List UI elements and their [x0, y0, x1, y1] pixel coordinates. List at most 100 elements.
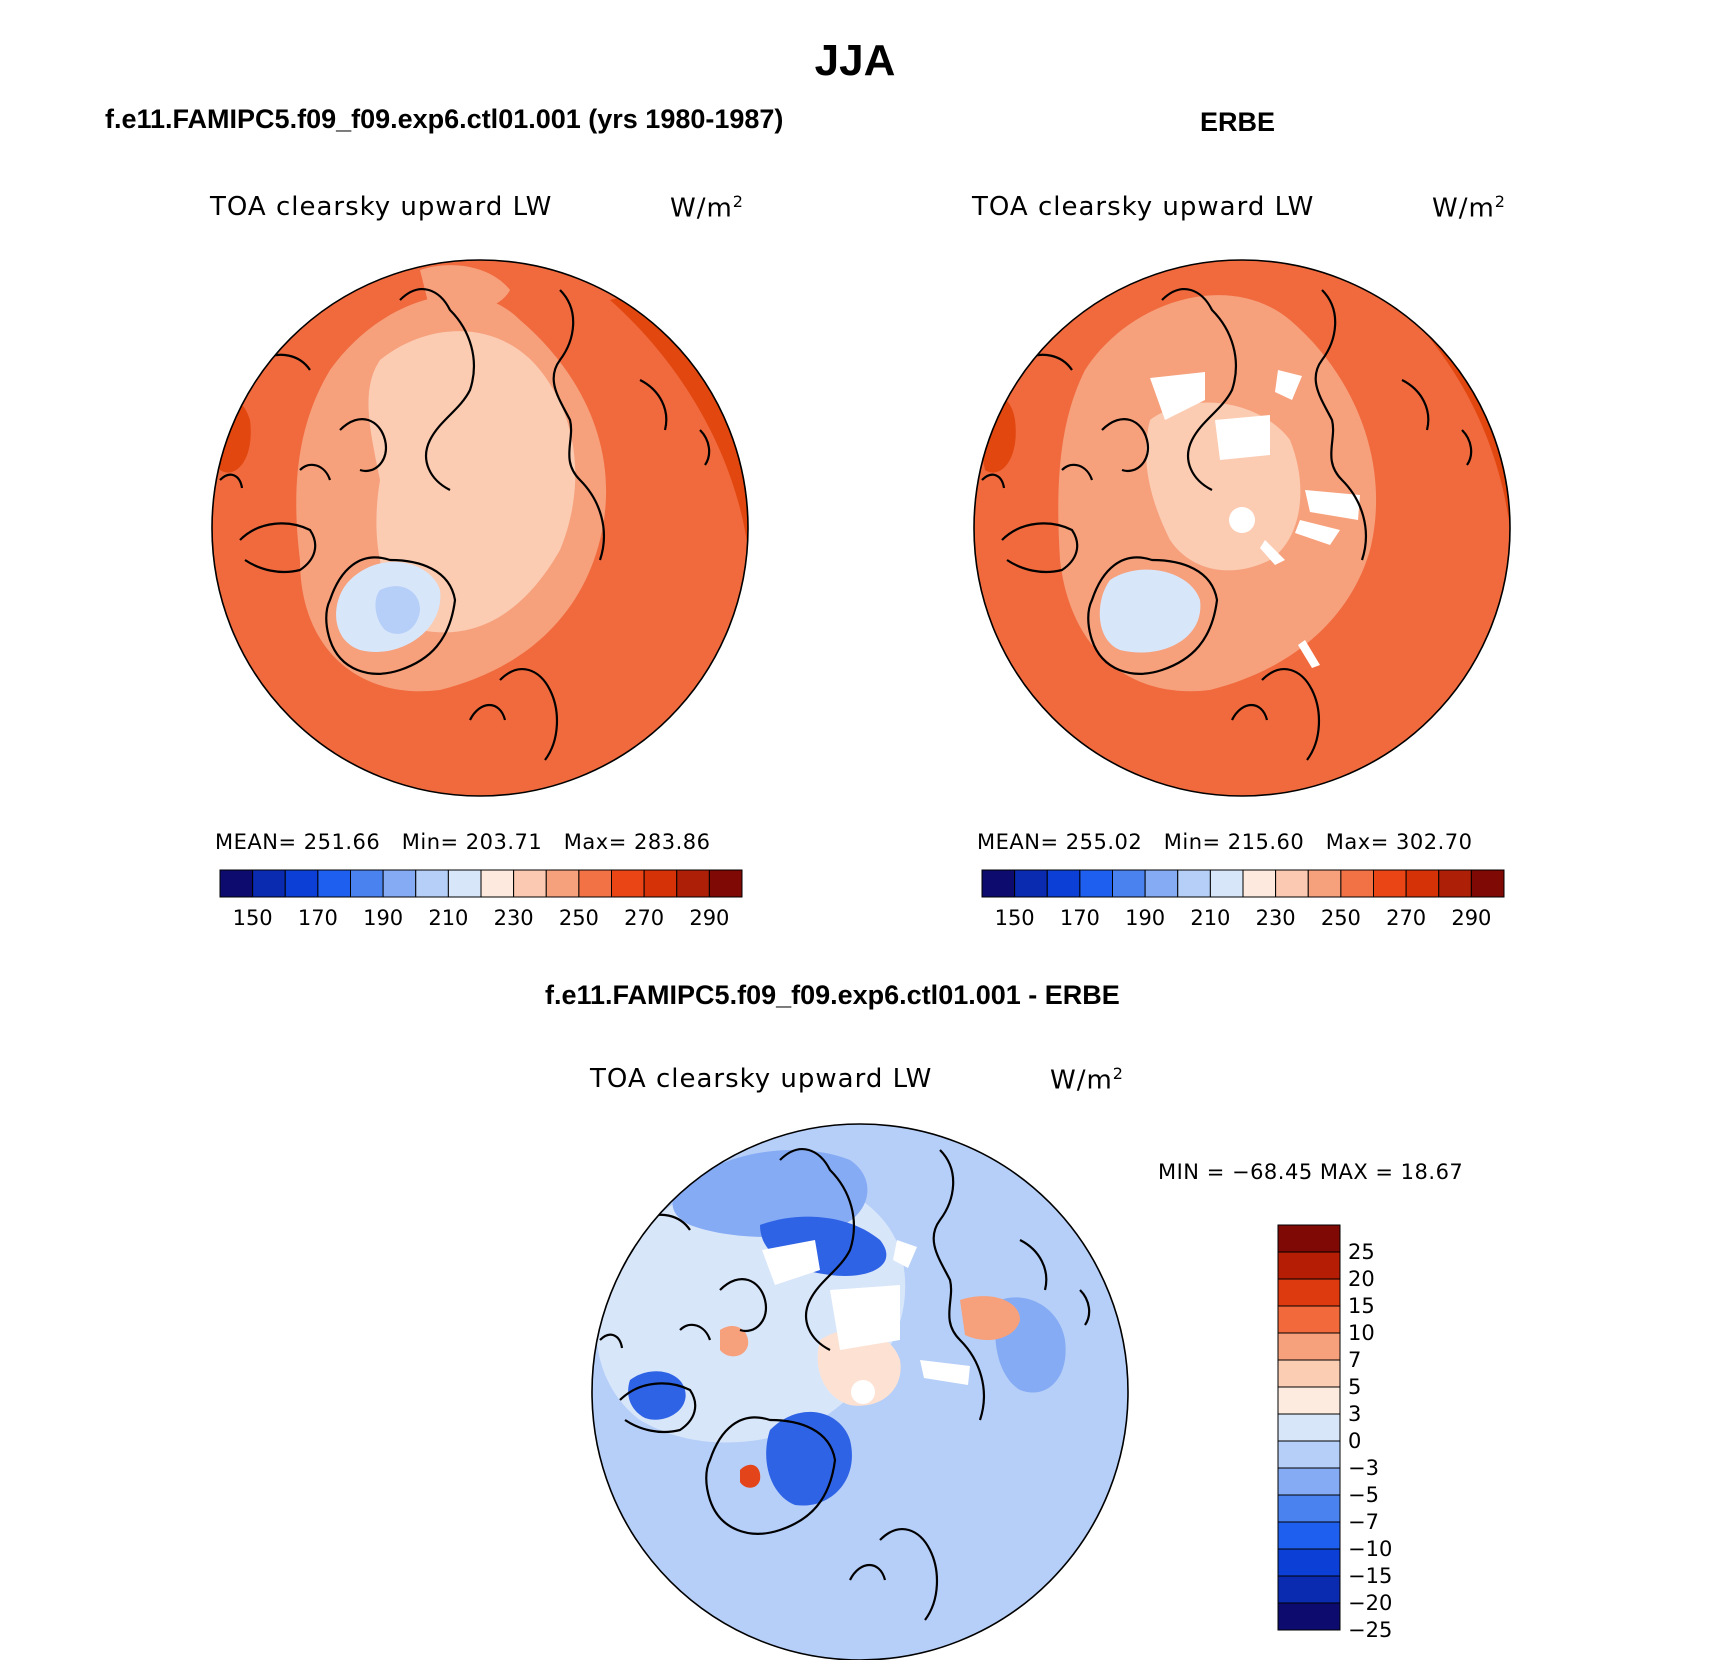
obs-min: Min= 215.60 [1163, 830, 1305, 854]
diff-colorbar-swatch [1277, 1359, 1341, 1388]
diff-panel-title: f.e11.FAMIPC5.f09_f09.exp6.ctl01.001 - E… [545, 980, 1120, 1010]
diff-colorbar-swatch [1277, 1332, 1341, 1361]
obs-greenland-cold [1099, 569, 1201, 653]
obs-colorbar-swatch [1144, 869, 1179, 898]
model-colorbar-swatch [643, 869, 678, 898]
model-panel-title: f.e11.FAMIPC5.f09_f09.exp6.ctl01.001 (yr… [105, 104, 784, 134]
obs-variable-label: TOA clearsky upward LW [972, 192, 1315, 222]
diff-missing-wedge [893, 1240, 917, 1268]
model-colorbar-swatch [447, 869, 482, 898]
diff-colorbar-tick-label: −7 [1348, 1510, 1379, 1534]
diff-colorbar-tick-label: −20 [1348, 1591, 1392, 1615]
model-variable-label: TOA clearsky upward LW [210, 192, 553, 222]
obs-colorbar-swatch [1079, 869, 1113, 898]
model-colorbar-tick-label: 250 [559, 906, 599, 930]
obs-colorbar-swatch [1177, 869, 1211, 898]
model-colorbar-swatch [415, 869, 449, 898]
diff-colorbar-tick-label: −5 [1348, 1483, 1379, 1507]
diff-colorbar-tick-label: 7 [1348, 1348, 1361, 1372]
model-mean: MEAN= 251.66 [215, 830, 381, 854]
model-min: Min= 203.71 [401, 830, 543, 854]
model-colorbar-tick-label: 150 [233, 906, 273, 930]
model-polar-map [211, 259, 749, 797]
obs-colorbar-swatch [1438, 869, 1472, 898]
obs-missing-wedge [1295, 520, 1340, 545]
diff-colorbar-swatch [1277, 1521, 1341, 1550]
model-colorbar-tick-label: 230 [494, 906, 534, 930]
model-colorbar-swatch [350, 869, 384, 898]
diff-colorbar-tick-label: 15 [1348, 1294, 1375, 1318]
model-colorbar-swatch [317, 869, 351, 898]
model-units-label: W/m2 [670, 192, 744, 224]
obs-missing-wedge [1260, 540, 1285, 565]
obs-colorbar-swatch [1405, 869, 1440, 898]
diff-colorbar-tick-label: 0 [1348, 1429, 1361, 1453]
diff-positive-pole [817, 1329, 901, 1406]
diff-map-border [591, 1123, 1129, 1660]
diff-minmax: MIN = −68.45 MAX = 18.67 [1158, 1160, 1464, 1184]
diff-colorbar-swatch [1277, 1548, 1341, 1577]
obs-missing-wedge [1215, 415, 1270, 460]
obs-polar-map [973, 259, 1511, 797]
diff-polar-map [591, 1123, 1129, 1660]
diff-positive-spot [740, 1464, 761, 1488]
model-max: Max= 283.86 [563, 830, 711, 854]
obs-colorbar-swatch [981, 869, 1016, 898]
obs-mean: MEAN= 255.02 [977, 830, 1143, 854]
obs-colorbar-swatch [1112, 869, 1146, 898]
diff-colorbar-tick-label: −25 [1348, 1618, 1392, 1642]
diff-colorbar-swatch [1277, 1575, 1341, 1604]
model-colorbar-swatch [382, 869, 417, 898]
model-colorbar-tick-label: 290 [689, 906, 729, 930]
obs-missing-wedge [1275, 370, 1302, 400]
model-colorbar-swatch [611, 869, 645, 898]
model-stats: MEAN= 251.66 Min= 203.71 Max= 283.86 [215, 830, 710, 854]
model-colorbar-swatch [480, 869, 515, 898]
diff-colorbar-swatch [1277, 1467, 1341, 1496]
diff-mid-region [672, 1150, 868, 1237]
obs-pole-hole [1229, 507, 1255, 533]
model-colorbar-tick-label: 270 [624, 906, 664, 930]
model-colorbar-swatch [545, 869, 580, 898]
diff-positive-region [960, 1296, 1020, 1340]
obs-colorbar-swatch [1242, 869, 1277, 898]
diff-colorbar-tick-label: 3 [1348, 1402, 1361, 1426]
obs-map-border [973, 259, 1511, 797]
obs-max: Max= 302.70 [1325, 830, 1473, 854]
model-colorbar-tick-label: 190 [363, 906, 403, 930]
obs-colorbar-swatch [1373, 869, 1407, 898]
diff-colorbar-swatch [1277, 1440, 1341, 1469]
diff-colorbar-swatch [1277, 1278, 1341, 1307]
obs-colorbar-tick-label: 230 [1256, 906, 1296, 930]
diff-missing-wedge [830, 1285, 900, 1350]
diff-units-label: W/m2 [1050, 1064, 1124, 1096]
diff-pole-hole [851, 1380, 875, 1404]
obs-colorbar-tick-label: 170 [1060, 906, 1100, 930]
model-colorbar-swatch [578, 869, 612, 898]
diff-colorbar-swatch [1277, 1305, 1341, 1334]
obs-colorbar-swatch [1046, 869, 1081, 898]
diff-colorbar-swatch [1277, 1251, 1341, 1280]
diff-colorbar: 25 20 15 10 7 5 3 0 −3 −5 −7 −10 −15 −20 −25 [1277, 1224, 1392, 1642]
diff-missing-wedge [920, 1360, 970, 1385]
diff-colorbar-tick-label: 25 [1348, 1240, 1375, 1264]
diff-colorbar-swatch [1277, 1413, 1341, 1442]
model-map-border [211, 259, 749, 797]
obs-colorbar-tick-label: 150 [995, 906, 1035, 930]
obs-missing-wedge [1305, 490, 1360, 520]
obs-missing-wedge [1150, 372, 1205, 420]
diff-colorbar-swatch [1277, 1224, 1341, 1253]
obs-colorbar-swatch [1307, 869, 1342, 898]
model-colorbar-swatch [676, 869, 710, 898]
obs-missing-wedge [1298, 640, 1320, 668]
model-colorbar-swatch [284, 869, 319, 898]
obs-colorbar-swatch [1014, 869, 1048, 898]
obs-colorbar-tick-label: 290 [1451, 906, 1491, 930]
diff-colorbar-swatch [1277, 1386, 1341, 1415]
model-colorbar-tick-label: 210 [428, 906, 468, 930]
obs-coastlines [981, 288, 1473, 761]
diff-positive-spot [720, 1325, 749, 1357]
figure-title: JJA [814, 36, 896, 85]
model-colorbar-swatch [513, 869, 547, 898]
